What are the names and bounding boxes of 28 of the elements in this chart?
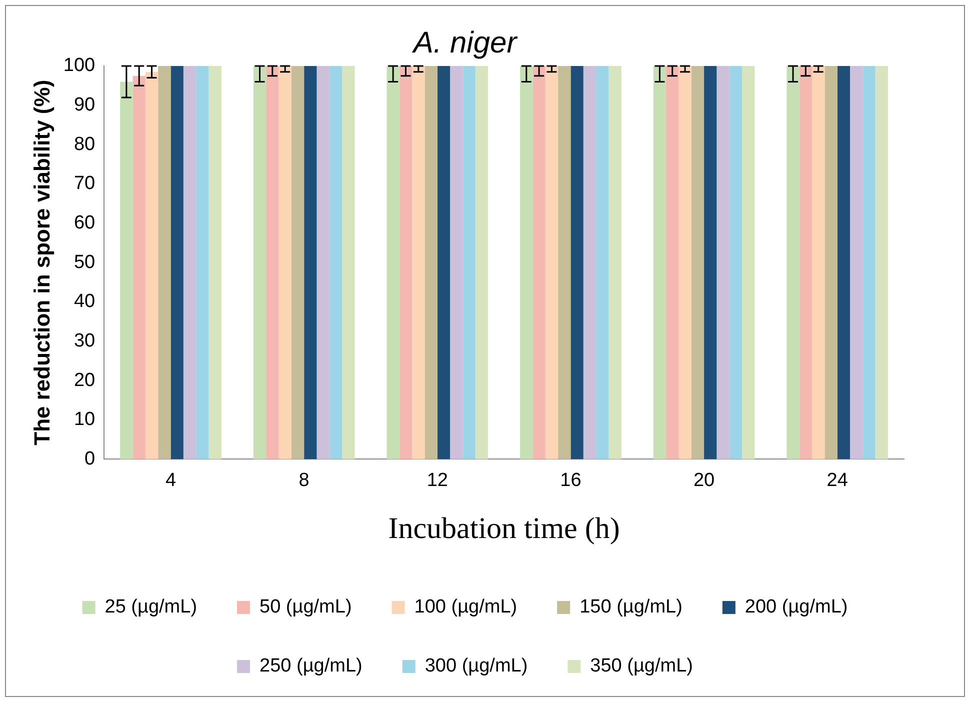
legend-label: 250 (µg/mL) [260,656,362,677]
y-tick-label: 90 [74,94,96,116]
legend-label: 200 (µg/mL) [744,596,848,618]
x-tick-label: 20 [693,470,715,491]
chart-title: A. niger [411,26,518,60]
legend-label: 350 (µg/mL) [590,656,693,677]
x-tick-label: 8 [298,470,310,491]
y-tick-label: 0 [84,448,96,470]
x-tick-label: 12 [426,470,448,491]
y-tick-label: 80 [74,134,96,155]
y-tick-label: 20 [74,370,96,391]
x-tick-label: 4 [165,470,176,491]
legend-label: 150 (µg/mL) [580,596,682,618]
y-axis-title: The reduction in spore viability (%) [29,80,54,446]
y-tick-label: 10 [74,409,96,430]
y-tick-label: 60 [74,212,96,234]
y-tick-label: 50 [74,252,96,273]
legend-label: 50 (µg/mL) [260,596,352,618]
legend-label: 25 (µg/mL) [104,596,198,618]
y-tick-label: 70 [74,173,96,194]
x-tick-label: 16 [560,470,582,491]
x-axis-title: Incubation time (h) [388,512,620,545]
legend-label: 300 (µg/mL) [424,656,528,677]
y-tick-label: 100 [63,55,96,76]
legend-label: 100 (µg/mL) [414,596,518,618]
x-tick-label: 24 [826,470,848,491]
y-tick-label: 30 [74,330,96,352]
y-tick-label: 40 [74,291,96,312]
